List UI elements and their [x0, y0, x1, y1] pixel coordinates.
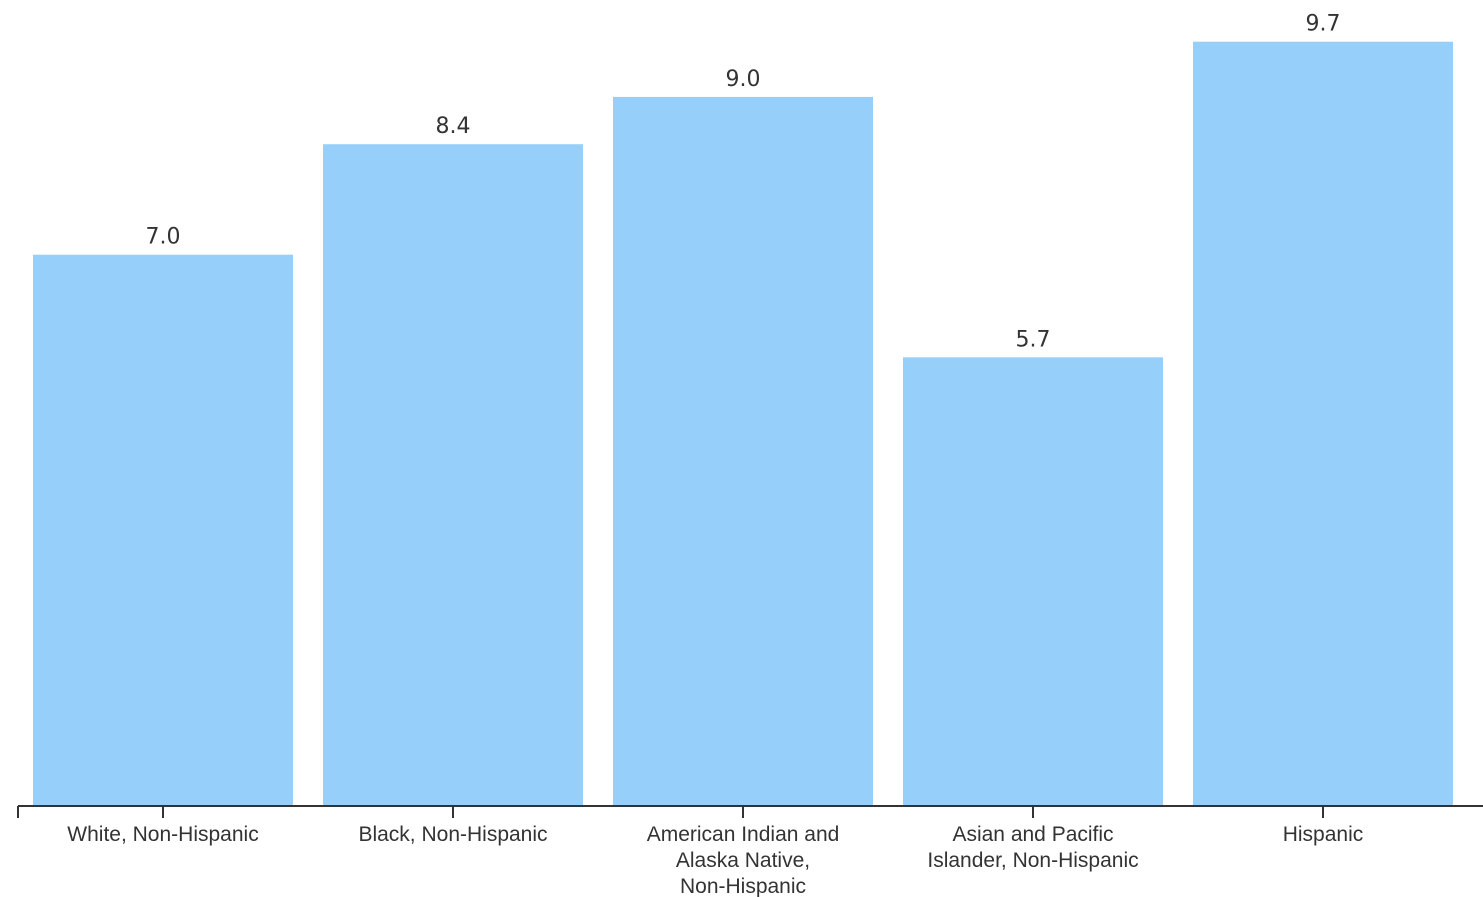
x-tick-label-line: Black, Non-Hispanic [358, 823, 547, 846]
x-tick-label-4: Asian and Pacific Islander, Non-Hispanic [927, 823, 1138, 872]
value-labels-group: 7.0 8.4 9.0 5.7 9.7 [146, 12, 1341, 353]
bars-group [31, 39, 1455, 807]
bar-3 [611, 94, 875, 807]
bar-value-label-5: 9.7 [1306, 12, 1341, 37]
bar-2 [321, 142, 585, 807]
x-tick-label-line: Asian and Pacific [952, 823, 1113, 846]
x-tick-label-line: Hispanic [1283, 823, 1364, 846]
bar-4 [901, 355, 1165, 807]
x-axis: White, Non-Hispanic Black, Non-Hispanic Am… [17, 805, 1483, 897]
x-tick-label-5: Hispanic [1283, 823, 1364, 846]
bar-value-label-3: 9.0 [726, 67, 761, 92]
bar-value-label-2: 8.4 [436, 114, 471, 139]
bar-1 [31, 252, 295, 807]
bar-value-label-1: 7.0 [146, 225, 181, 250]
x-tick-label-line: White, Non-Hispanic [67, 823, 258, 846]
x-tick-label-line: Alaska Native, [676, 849, 810, 872]
x-tick-label-3: American Indian and Alaska Native, Non-His… [647, 823, 840, 897]
x-tick-label-2: Black, Non-Hispanic [358, 823, 547, 846]
x-tick-label-line: American Indian and [647, 823, 840, 846]
bar-5 [1191, 39, 1455, 807]
x-tick-label-1: White, Non-Hispanic [67, 823, 258, 846]
x-tick-label-line: Non-Hispanic [680, 875, 806, 897]
x-tick-label-line: Islander, Non-Hispanic [927, 849, 1138, 872]
bar-value-label-4: 5.7 [1016, 327, 1051, 352]
